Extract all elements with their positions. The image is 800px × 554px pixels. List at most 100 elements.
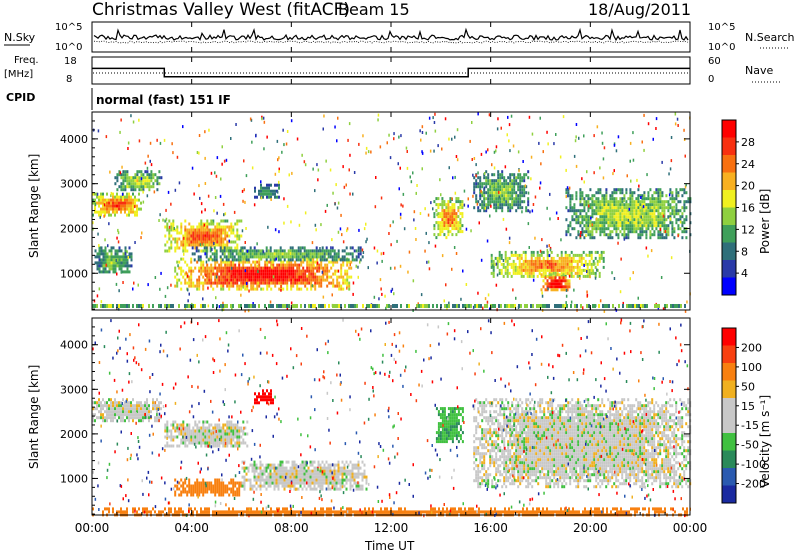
- power-cell: [505, 200, 508, 204]
- power-cell: [172, 219, 175, 223]
- power-cell: [523, 194, 526, 198]
- power-cell: [679, 227, 682, 231]
- power-cell: [184, 234, 187, 238]
- power-cell: [252, 281, 255, 285]
- power-speckle-cell: [149, 141, 152, 145]
- power-cell: [601, 206, 604, 210]
- power-cell: [511, 182, 514, 186]
- power-speckle-cell: [626, 174, 628, 178]
- power-cell: [126, 267, 129, 271]
- power-cell: [312, 284, 315, 288]
- power-cell: [294, 260, 297, 264]
- power-cell: [170, 246, 173, 250]
- power-cell: [140, 173, 143, 177]
- velocity-cell: [188, 484, 191, 488]
- power-cell: [305, 249, 308, 253]
- power-cell: [504, 253, 507, 257]
- velocity-cell: [196, 481, 199, 485]
- power-cell: [619, 221, 622, 225]
- power-cell: [208, 278, 211, 282]
- velocity-cell: [240, 441, 243, 445]
- power-cell: [507, 209, 510, 213]
- power-speckle-cell: [595, 217, 598, 221]
- power-cell: [350, 275, 353, 279]
- velocity-cell: [267, 481, 270, 485]
- power-cell: [532, 253, 535, 257]
- power-ground-cell: [506, 304, 508, 308]
- power-speckle-cell: [454, 135, 456, 139]
- power-cell: [308, 281, 311, 285]
- power-cell: [334, 284, 337, 288]
- power-speckle-cell: [154, 276, 157, 279]
- power-cell: [600, 256, 603, 260]
- power-ground-cell: [194, 304, 196, 308]
- velocity-cell: [220, 432, 223, 436]
- power-cell: [238, 260, 241, 264]
- power-cell: [443, 203, 446, 207]
- power-cell: [605, 212, 608, 216]
- power-speckle-cell: [392, 220, 394, 224]
- velocity-cell: [142, 413, 144, 417]
- power-cell: [493, 182, 496, 186]
- power-cell: [635, 221, 638, 225]
- power-cell: [313, 255, 316, 259]
- power-cell: [568, 256, 571, 260]
- velocity-cell: [116, 413, 118, 417]
- power-speckle-cell: [211, 220, 214, 224]
- power-cell: [584, 274, 587, 278]
- power-cell: [621, 215, 624, 219]
- velocity-cell: [204, 490, 207, 494]
- velocity-cell: [148, 416, 150, 420]
- power-cell: [506, 268, 509, 272]
- velocity-cell: [206, 420, 209, 424]
- power-cell: [212, 281, 215, 285]
- power-cell: [112, 264, 115, 268]
- power-cell: [639, 233, 642, 237]
- power-cell: [284, 278, 287, 282]
- velocity-cell: [281, 472, 284, 476]
- power-cell: [479, 203, 482, 207]
- power-cell: [522, 274, 525, 278]
- velocity-cell: [210, 487, 213, 491]
- power-cell: [196, 234, 199, 238]
- power-cell: [667, 206, 670, 210]
- power-speckle-cell: [403, 227, 406, 231]
- power-cell: [546, 274, 549, 278]
- power-cell: [240, 287, 243, 291]
- power-cell: [475, 194, 478, 198]
- power-cell: [98, 261, 101, 265]
- power-cell: [122, 179, 125, 183]
- power-cell: [509, 194, 512, 198]
- power-cell: [517, 173, 520, 177]
- power-cell: [224, 269, 227, 273]
- power-cell: [130, 188, 133, 192]
- power-cell: [439, 233, 442, 237]
- power-cell: [560, 259, 563, 263]
- power-cell: [619, 206, 622, 210]
- power-ground-cell: [92, 304, 94, 308]
- power-ground-cell: [246, 304, 248, 308]
- power-cell: [575, 197, 578, 201]
- velocity-cell: [186, 432, 189, 436]
- power-cell: [200, 240, 203, 244]
- power-cell: [269, 258, 272, 262]
- power-cell: [651, 215, 654, 219]
- power-cell: [130, 198, 132, 202]
- power-speckle-cell: [312, 167, 314, 171]
- power-cell: [651, 206, 654, 210]
- power-cell: [264, 189, 266, 193]
- power-cell: [214, 240, 217, 244]
- velocity-cell: [164, 444, 167, 448]
- power-speckle-cell: [156, 138, 158, 142]
- velocity-cell: [198, 481, 201, 485]
- power-cell: [593, 200, 596, 204]
- power-cell: [519, 206, 522, 210]
- power-cell: [587, 215, 590, 219]
- power-cell: [198, 228, 201, 232]
- power-cell: [242, 260, 245, 264]
- power-cell: [315, 255, 318, 259]
- velocity-cell: [148, 407, 150, 411]
- power-cell: [517, 176, 520, 180]
- velocity-cell: [192, 490, 195, 494]
- power-cell: [102, 252, 105, 256]
